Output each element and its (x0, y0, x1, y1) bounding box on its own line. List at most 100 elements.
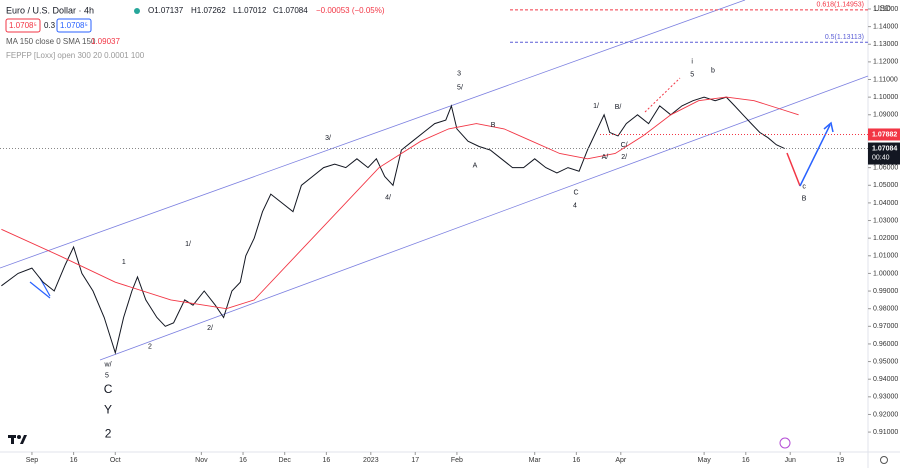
fib-label: 0.618(1.14953) (817, 2, 864, 9)
wave-label: 4/ (385, 194, 391, 201)
projection-up (799, 124, 831, 187)
ohlc-value: −0.00053 (−0.05%) (316, 6, 385, 15)
ohlc-value: O1.07137 (148, 6, 184, 15)
y-tick-label: 1.06000 (873, 164, 898, 171)
y-tick-label: 1.12000 (873, 59, 898, 66)
x-tick-label: 16 (572, 457, 580, 464)
wave-label: i (691, 59, 693, 66)
ma-value: 1.09037 (91, 37, 120, 46)
wave-label: 4 (573, 202, 577, 209)
x-tick-label: 17 (411, 457, 419, 464)
channel-lower (99, 75, 869, 361)
x-tick-label: Mar (529, 457, 542, 464)
y-tick-label: 1.09000 (873, 112, 898, 119)
x-tick-label: Feb (451, 457, 463, 464)
wave-label: C (104, 382, 113, 396)
y-tick-label: 0.98000 (873, 306, 898, 313)
ohlc-value: C1.07084 (273, 6, 308, 15)
ohlc: O1.07137 H1.07262 L1.07012 C1.07084 −0.00053… (148, 6, 385, 15)
currency: USD (874, 4, 891, 13)
wave-label: C/ (621, 142, 628, 149)
logo (8, 435, 27, 444)
ohlc-value: L1.07012 (233, 6, 267, 15)
price-line (1, 96, 785, 355)
channel-upper (0, 0, 746, 269)
y-tick-label: 1.00000 (873, 270, 898, 277)
y-tick-label: 1.13000 (873, 41, 898, 48)
ma-line (1, 96, 799, 310)
status-dot (134, 8, 140, 14)
y-tick-label: 1.14000 (873, 23, 898, 30)
y-tick-label: 0.94000 (873, 376, 898, 383)
wedge (29, 281, 51, 299)
x-tick-label: 16 (239, 457, 247, 464)
projection-arrow (823, 121, 834, 133)
y-tick-label: 1.04000 (873, 200, 898, 207)
ohlc-value: H1.07262 (191, 6, 226, 15)
price-tag-label: 1.07882 (872, 131, 897, 138)
symbol-title: Euro / U.S. Dollar · 4h (6, 5, 94, 15)
wave-label: 1/ (593, 103, 599, 110)
x-tick-label: Oct (110, 457, 121, 464)
y-tick-label: 1.10000 (873, 94, 898, 101)
wave-label: 1 (122, 259, 126, 266)
wave-label: c (802, 184, 806, 191)
wave-label: 2/ (207, 325, 213, 332)
x-tick-label: 16 (742, 457, 750, 464)
projection-down (786, 152, 801, 187)
y-tick-label: 0.99000 (873, 288, 898, 295)
wave-label: B/ (615, 104, 622, 111)
wave-label: 5 (690, 71, 694, 78)
wave-label: 5 (105, 372, 109, 379)
wave-label: w/ (104, 361, 112, 368)
wave-label: 2 (148, 343, 152, 350)
x-tick-label: Apr (615, 457, 627, 464)
x-tick-label: Sep (26, 457, 39, 464)
ma-label: MA 150 close 0 SMA 150 (6, 37, 96, 46)
y-tick-label: 1.03000 (873, 217, 898, 224)
wave-label: b (711, 67, 715, 74)
y-tick-label: 0.97000 (873, 323, 898, 330)
y-tick-label: 0.91000 (873, 429, 898, 436)
y-tick-label: 1.11000 (873, 76, 898, 83)
wave-label: 2/ (621, 154, 627, 161)
wave-label: 3 (457, 70, 461, 77)
x-tick-label: 16 (322, 457, 330, 464)
y-tick-label: 1.05000 (873, 182, 898, 189)
trend-dash (644, 77, 681, 113)
wave-label: A (473, 163, 478, 170)
wave-label: 5/ (457, 84, 463, 91)
y-tick-label: 1.01000 (873, 253, 898, 260)
x-tick-label: Jun (785, 457, 796, 464)
x-tick-label: 16 (70, 457, 78, 464)
y-tick-label: 0.95000 (873, 358, 898, 365)
wave-label: 2 (105, 427, 112, 441)
wave-label: 3/ (325, 135, 331, 142)
y-tick-label: 0.93000 (873, 394, 898, 401)
fepfp-label: FEPFP [Loxx] open 300 20 0.0001 100 (6, 51, 145, 60)
wave-label: Y (104, 403, 112, 417)
x-tick-label: Dec (278, 457, 291, 464)
wave-label: B (802, 196, 807, 203)
x-tick-label: 2023 (363, 457, 379, 464)
buy-box[interactable] (56, 18, 92, 33)
wave-label: C (574, 190, 579, 197)
x-tick-label: May (698, 457, 712, 464)
wave-label: 1/ (185, 241, 191, 248)
wave-label: A/ (602, 154, 609, 161)
sell-price: 1.0708⁵ (9, 21, 37, 30)
x-tick-label: Nov (195, 457, 208, 464)
price-tag (868, 142, 900, 165)
sell-box[interactable] (5, 18, 41, 33)
y-tick-label: 0.96000 (873, 341, 898, 348)
alert-icon[interactable] (779, 437, 791, 449)
price-tag (868, 128, 900, 141)
buy-price: 1.0708⁵ (60, 21, 88, 30)
countdown: 00:40 (872, 154, 890, 161)
y-tick-label: 0.92000 (873, 411, 898, 418)
x-tick-label: 19 (836, 457, 844, 464)
price-tag-label: 1.07084 (872, 145, 897, 152)
settings-icon[interactable] (880, 456, 888, 464)
